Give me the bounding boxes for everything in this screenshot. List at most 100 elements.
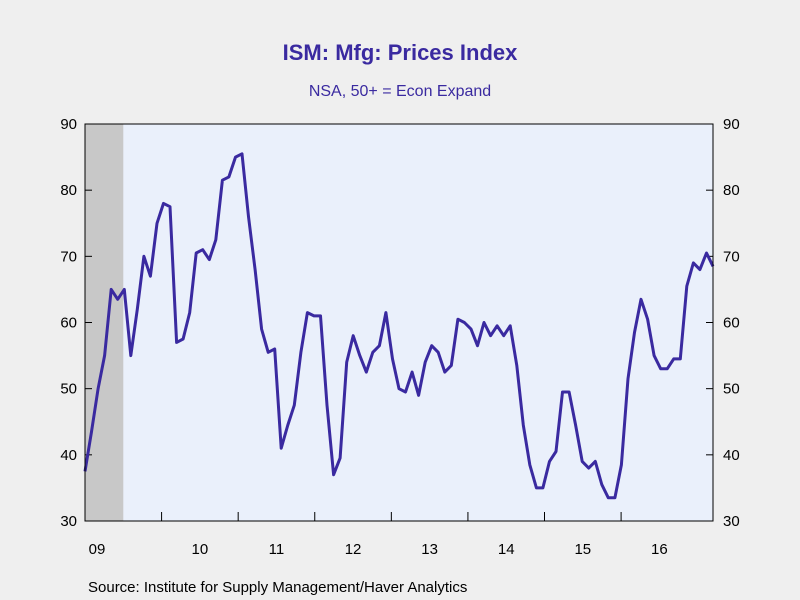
data-point — [103, 354, 105, 356]
data-point — [404, 391, 406, 393]
data-point — [646, 318, 648, 320]
data-point — [326, 404, 328, 406]
y-tick-label-right: 40 — [723, 447, 740, 464]
data-point — [653, 354, 655, 356]
data-point — [162, 202, 164, 204]
data-point — [417, 394, 419, 396]
x-tick-label: 09 — [89, 541, 106, 558]
data-point — [542, 487, 544, 489]
data-point — [332, 474, 334, 476]
data-point — [215, 239, 217, 241]
y-tick-label-right: 90 — [723, 116, 740, 133]
data-point — [280, 447, 282, 449]
data-point — [385, 311, 387, 313]
data-point — [614, 497, 616, 499]
plot-area — [85, 124, 713, 521]
y-axis-left-labels: 30 40 50 60 70 80 90 — [60, 116, 77, 530]
y-tick-label-left: 50 — [60, 381, 77, 398]
data-point — [260, 328, 262, 330]
data-point — [346, 361, 348, 363]
data-point — [463, 321, 465, 323]
data-point — [489, 335, 491, 337]
data-point — [202, 249, 204, 251]
data-point — [339, 457, 341, 459]
y-tick-label-left: 90 — [60, 116, 77, 133]
y-axis-right-labels: 30 40 50 60 70 80 90 — [723, 116, 740, 530]
data-point — [692, 262, 694, 264]
data-point — [234, 156, 236, 158]
data-point — [254, 268, 256, 270]
y-tick-label-right: 50 — [723, 381, 740, 398]
data-point — [90, 431, 92, 433]
data-point — [110, 288, 112, 290]
y-tick-label-right: 80 — [723, 182, 740, 199]
data-point — [130, 354, 132, 356]
x-tick-label: 16 — [651, 541, 668, 558]
x-tick-label: 12 — [345, 541, 362, 558]
y-tick-label-right: 30 — [723, 513, 740, 530]
data-point — [195, 252, 197, 254]
data-point — [503, 335, 505, 337]
x-tick-label: 15 — [574, 541, 591, 558]
data-point — [686, 285, 688, 287]
data-point — [365, 371, 367, 373]
data-point — [431, 345, 433, 347]
data-point — [378, 345, 380, 347]
data-point — [516, 364, 518, 366]
data-point — [529, 464, 531, 466]
data-point — [267, 351, 269, 353]
y-tick-label-right: 70 — [723, 248, 740, 265]
data-point — [437, 351, 439, 353]
data-point — [673, 358, 675, 360]
data-point — [470, 328, 472, 330]
data-point — [156, 222, 158, 224]
data-point — [555, 450, 557, 452]
data-point — [149, 275, 151, 277]
data-point — [640, 298, 642, 300]
data-point — [699, 268, 701, 270]
data-point — [496, 325, 498, 327]
data-point — [535, 487, 537, 489]
data-point — [221, 179, 223, 181]
data-point — [607, 497, 609, 499]
data-point — [319, 315, 321, 317]
data-point — [398, 388, 400, 390]
data-point — [359, 354, 361, 356]
data-point — [483, 321, 485, 323]
data-point — [457, 318, 459, 320]
data-point — [287, 424, 289, 426]
x-axis-labels: 09 10 11 12 13 14 15 16 — [89, 541, 668, 558]
data-point — [574, 424, 576, 426]
data-point — [601, 483, 603, 485]
y-tick-label-left: 30 — [60, 513, 77, 530]
data-point — [444, 371, 446, 373]
data-point — [372, 351, 374, 353]
source-note: Source: Institute for Supply Management/… — [88, 579, 467, 596]
data-point — [228, 176, 230, 178]
data-point — [424, 361, 426, 363]
y-tick-label-left: 70 — [60, 248, 77, 265]
data-point — [352, 335, 354, 337]
plot-frame — [84, 123, 714, 522]
y-tick-label-left: 40 — [60, 447, 77, 464]
data-point — [169, 206, 171, 208]
data-point — [660, 368, 662, 370]
data-point — [627, 378, 629, 380]
data-point — [136, 308, 138, 310]
data-point — [97, 388, 99, 390]
data-point — [391, 358, 393, 360]
data-point — [189, 311, 191, 313]
data-point — [548, 460, 550, 462]
chart-subtitle: NSA, 50+ = Econ Expand — [309, 83, 491, 100]
data-point — [313, 315, 315, 317]
data-point — [705, 252, 707, 254]
series-line-prices-index — [83, 152, 715, 500]
data-point — [300, 351, 302, 353]
data-point — [450, 364, 452, 366]
data-point — [175, 341, 177, 343]
y-tick-label-right: 60 — [723, 315, 740, 332]
data-point — [633, 331, 635, 333]
data-point — [117, 298, 119, 300]
data-point — [182, 338, 184, 340]
